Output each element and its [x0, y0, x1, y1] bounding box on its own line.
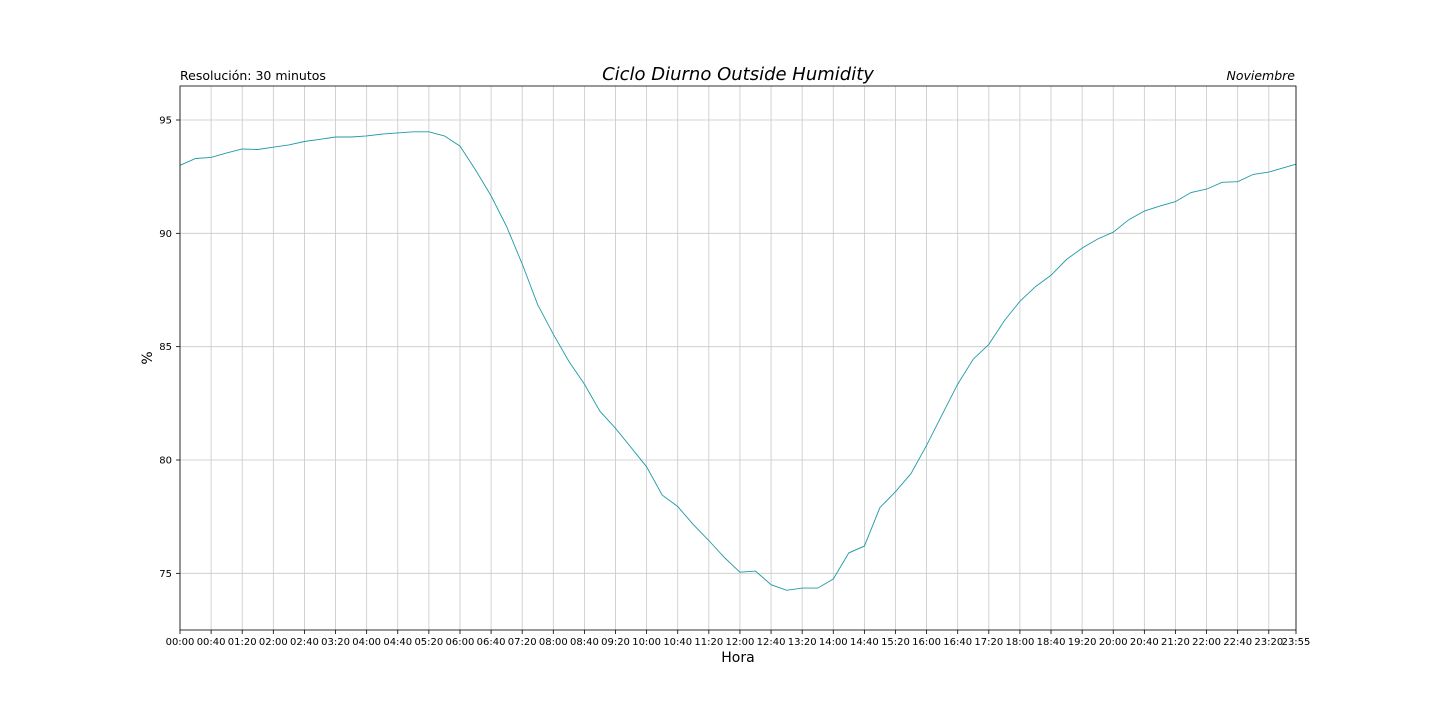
- x-tick-label: 09:20: [601, 637, 630, 648]
- x-tick-label: 05:20: [414, 637, 443, 648]
- x-tick-label: 23:20: [1254, 637, 1283, 648]
- x-tick-label: 19:20: [1068, 637, 1097, 648]
- x-tick-label: 04:00: [352, 637, 381, 648]
- x-tick-label: 14:40: [850, 637, 879, 648]
- x-axis-label: Hora: [721, 650, 754, 666]
- x-tick-label: 18:00: [1006, 637, 1035, 648]
- x-tick-label: 06:40: [477, 637, 506, 648]
- x-tick-label: 18:40: [1037, 637, 1066, 648]
- x-tick-label: 02:40: [290, 637, 319, 648]
- x-tick-label: 10:00: [632, 637, 661, 648]
- x-tick-label: 14:00: [819, 637, 848, 648]
- y-tick-label: 90: [159, 229, 172, 240]
- x-tick-label: 21:20: [1161, 637, 1190, 648]
- y-tick-label: 85: [159, 342, 172, 353]
- x-tick-label: 08:40: [570, 637, 599, 648]
- x-tick-label: 16:40: [943, 637, 972, 648]
- x-tick-label: 12:00: [726, 637, 755, 648]
- x-tick-label: 06:00: [446, 637, 475, 648]
- grid: [179, 86, 1297, 630]
- plot-frame: [179, 85, 1297, 631]
- series-line: [179, 131, 1297, 591]
- x-tick-label: 00:40: [197, 637, 226, 648]
- x-tick-label: 08:00: [539, 637, 568, 648]
- x-tick-label: 22:40: [1223, 637, 1252, 648]
- x-tick-label: 15:20: [881, 637, 910, 648]
- month-label: Noviembre: [1227, 68, 1296, 83]
- y-tick-label: 95: [159, 116, 172, 127]
- x-tick-label: 12:40: [757, 637, 786, 648]
- x-axis: 00:00 00:40 01:20 02:00 02:40 03:20 04:00 04:40…: [166, 630, 1311, 648]
- x-tick-label: 17:20: [974, 637, 1003, 648]
- x-tick-label: 20:00: [1099, 637, 1128, 648]
- y-axis: 75 80 85 90 95: [159, 116, 180, 580]
- x-tick-label: 20:40: [1130, 637, 1159, 648]
- x-tick-label: 04:40: [383, 637, 412, 648]
- x-tick-label: 07:20: [508, 637, 537, 648]
- x-tick-label: 02:00: [259, 637, 288, 648]
- x-tick-label: 00:00: [166, 637, 195, 648]
- x-tick-label: 23:55: [1282, 637, 1311, 648]
- y-tick-label: 80: [159, 456, 172, 467]
- x-tick-label: 03:20: [321, 637, 350, 648]
- y-axis-label: %: [140, 351, 156, 364]
- x-tick-label: 10:40: [663, 637, 692, 648]
- resolution-label: Resolución: 30 minutos: [180, 68, 326, 83]
- chart-title: Ciclo Diurno Outside Humidity: [602, 64, 874, 85]
- y-tick-label: 75: [159, 569, 172, 580]
- x-tick-label: 16:00: [912, 637, 941, 648]
- x-tick-label: 01:20: [228, 637, 257, 648]
- x-tick-label: 13:20: [788, 637, 817, 648]
- x-tick-label: 22:00: [1192, 637, 1221, 648]
- x-tick-label: 11:20: [694, 637, 723, 648]
